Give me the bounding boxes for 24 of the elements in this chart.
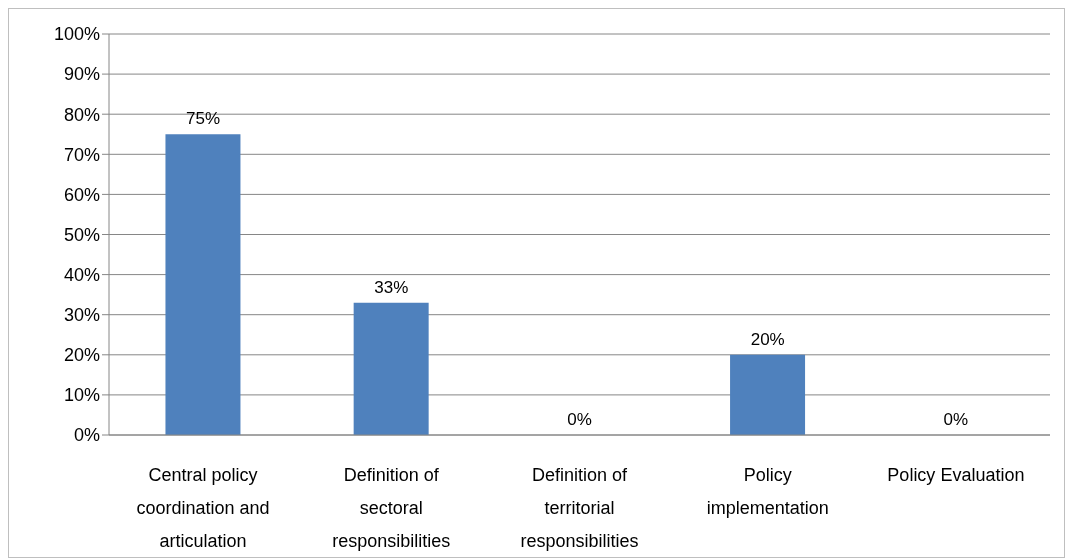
y-tick-label: 50%: [63, 224, 100, 245]
data-label: 20%: [750, 329, 785, 349]
y-tick-label: 20%: [63, 345, 100, 366]
bar: [165, 134, 241, 435]
y-tick-label: 10%: [63, 385, 100, 406]
y-tick-label: 40%: [63, 264, 100, 285]
data-label: 75%: [186, 109, 221, 129]
data-label: 33%: [374, 277, 409, 297]
bar: [730, 354, 806, 435]
x-tick-label: Policy implementation: [706, 465, 829, 518]
y-tick-label: 30%: [63, 305, 100, 326]
x-tick-label: Definition of sectoral responsibilities: [332, 465, 451, 551]
y-tick-label: 0%: [73, 425, 100, 446]
y-tick-label: 70%: [63, 144, 100, 165]
data-label: 0%: [943, 410, 969, 429]
y-tick-label: 90%: [63, 64, 100, 85]
y-tick-label: 100%: [53, 24, 100, 45]
bar: [353, 302, 429, 435]
x-tick-label: Policy Evaluation: [887, 465, 1025, 485]
y-tick-label: 60%: [63, 184, 100, 205]
x-tick-label: Definition of territorial responsibilities: [520, 465, 639, 551]
y-tick-label: 80%: [63, 104, 100, 125]
data-label: 0%: [567, 410, 592, 429]
x-tick-label: Central policy coordination and articulation: [136, 465, 270, 551]
